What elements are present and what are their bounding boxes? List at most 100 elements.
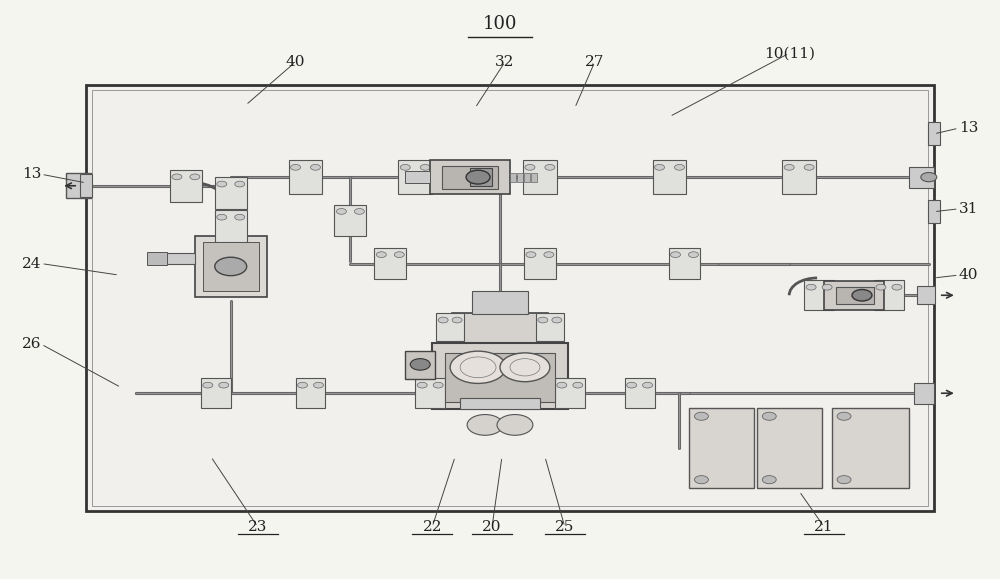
Bar <box>452 313 548 347</box>
Text: 24: 24 <box>22 256 41 270</box>
Circle shape <box>762 475 776 483</box>
Circle shape <box>394 252 404 258</box>
Circle shape <box>806 284 816 290</box>
Bar <box>66 173 91 199</box>
Circle shape <box>694 475 708 483</box>
Bar <box>215 210 247 242</box>
Bar <box>170 170 202 201</box>
Bar <box>782 160 816 194</box>
Circle shape <box>420 164 430 170</box>
Circle shape <box>438 317 448 323</box>
Bar <box>432 343 568 409</box>
Bar <box>398 160 432 194</box>
Circle shape <box>892 284 902 290</box>
Circle shape <box>311 164 320 170</box>
Bar <box>928 200 940 223</box>
Circle shape <box>215 257 247 276</box>
Circle shape <box>655 164 665 170</box>
Bar <box>531 173 537 182</box>
Circle shape <box>643 382 653 388</box>
Circle shape <box>822 284 832 290</box>
Circle shape <box>291 164 301 170</box>
Bar <box>669 248 700 280</box>
Text: 26: 26 <box>22 337 41 351</box>
Bar <box>523 160 557 194</box>
Circle shape <box>336 208 346 214</box>
Bar <box>653 160 686 194</box>
Circle shape <box>538 317 548 323</box>
Bar <box>832 408 909 488</box>
Circle shape <box>921 173 937 182</box>
Circle shape <box>354 208 364 214</box>
Circle shape <box>804 164 814 170</box>
Bar <box>405 171 430 183</box>
Circle shape <box>450 351 506 383</box>
Bar <box>203 242 259 291</box>
Bar <box>804 280 834 310</box>
Circle shape <box>467 415 503 435</box>
Bar <box>536 313 564 341</box>
Bar <box>334 204 366 236</box>
Text: 13: 13 <box>959 121 978 135</box>
Circle shape <box>235 214 245 220</box>
Circle shape <box>552 317 562 323</box>
Bar <box>510 173 516 182</box>
Circle shape <box>190 174 200 179</box>
Bar <box>460 398 540 409</box>
Text: 100: 100 <box>483 15 517 33</box>
Bar <box>625 378 655 408</box>
Text: 25: 25 <box>555 520 575 534</box>
Bar <box>909 167 934 188</box>
Bar <box>92 90 928 505</box>
Circle shape <box>466 170 490 184</box>
Circle shape <box>400 164 410 170</box>
Bar <box>914 383 934 404</box>
Text: 13: 13 <box>22 167 41 181</box>
Circle shape <box>545 164 555 170</box>
Bar <box>430 160 510 195</box>
Circle shape <box>837 475 851 483</box>
Circle shape <box>876 284 886 290</box>
Circle shape <box>544 252 554 258</box>
Circle shape <box>688 252 698 258</box>
Circle shape <box>500 353 550 382</box>
Circle shape <box>217 181 227 187</box>
Circle shape <box>694 412 708 420</box>
Bar <box>215 177 247 209</box>
Circle shape <box>452 317 462 323</box>
Bar <box>165 253 195 263</box>
Bar <box>405 351 435 379</box>
Circle shape <box>573 382 583 388</box>
Bar <box>374 248 406 280</box>
Circle shape <box>497 415 533 435</box>
Bar <box>928 122 940 145</box>
Circle shape <box>671 252 680 258</box>
Bar <box>555 378 585 408</box>
Bar <box>415 378 445 408</box>
Circle shape <box>784 164 794 170</box>
Circle shape <box>852 290 872 301</box>
Circle shape <box>837 412 851 420</box>
Bar <box>524 248 556 280</box>
Text: 20: 20 <box>482 520 502 534</box>
Circle shape <box>376 252 386 258</box>
Bar <box>289 160 322 194</box>
Bar <box>472 291 528 314</box>
Text: 31: 31 <box>959 202 978 216</box>
Circle shape <box>172 174 182 179</box>
Circle shape <box>203 382 213 388</box>
Bar <box>195 236 267 296</box>
Circle shape <box>219 382 229 388</box>
Text: 27: 27 <box>585 55 604 69</box>
Bar <box>836 287 874 304</box>
Bar <box>757 408 822 488</box>
Circle shape <box>675 164 684 170</box>
Circle shape <box>557 382 567 388</box>
Bar <box>445 353 555 402</box>
Circle shape <box>410 358 430 370</box>
Bar <box>436 313 464 341</box>
Bar <box>874 280 904 310</box>
Circle shape <box>526 252 536 258</box>
Bar <box>80 174 92 197</box>
Text: 10(11): 10(11) <box>764 46 815 60</box>
